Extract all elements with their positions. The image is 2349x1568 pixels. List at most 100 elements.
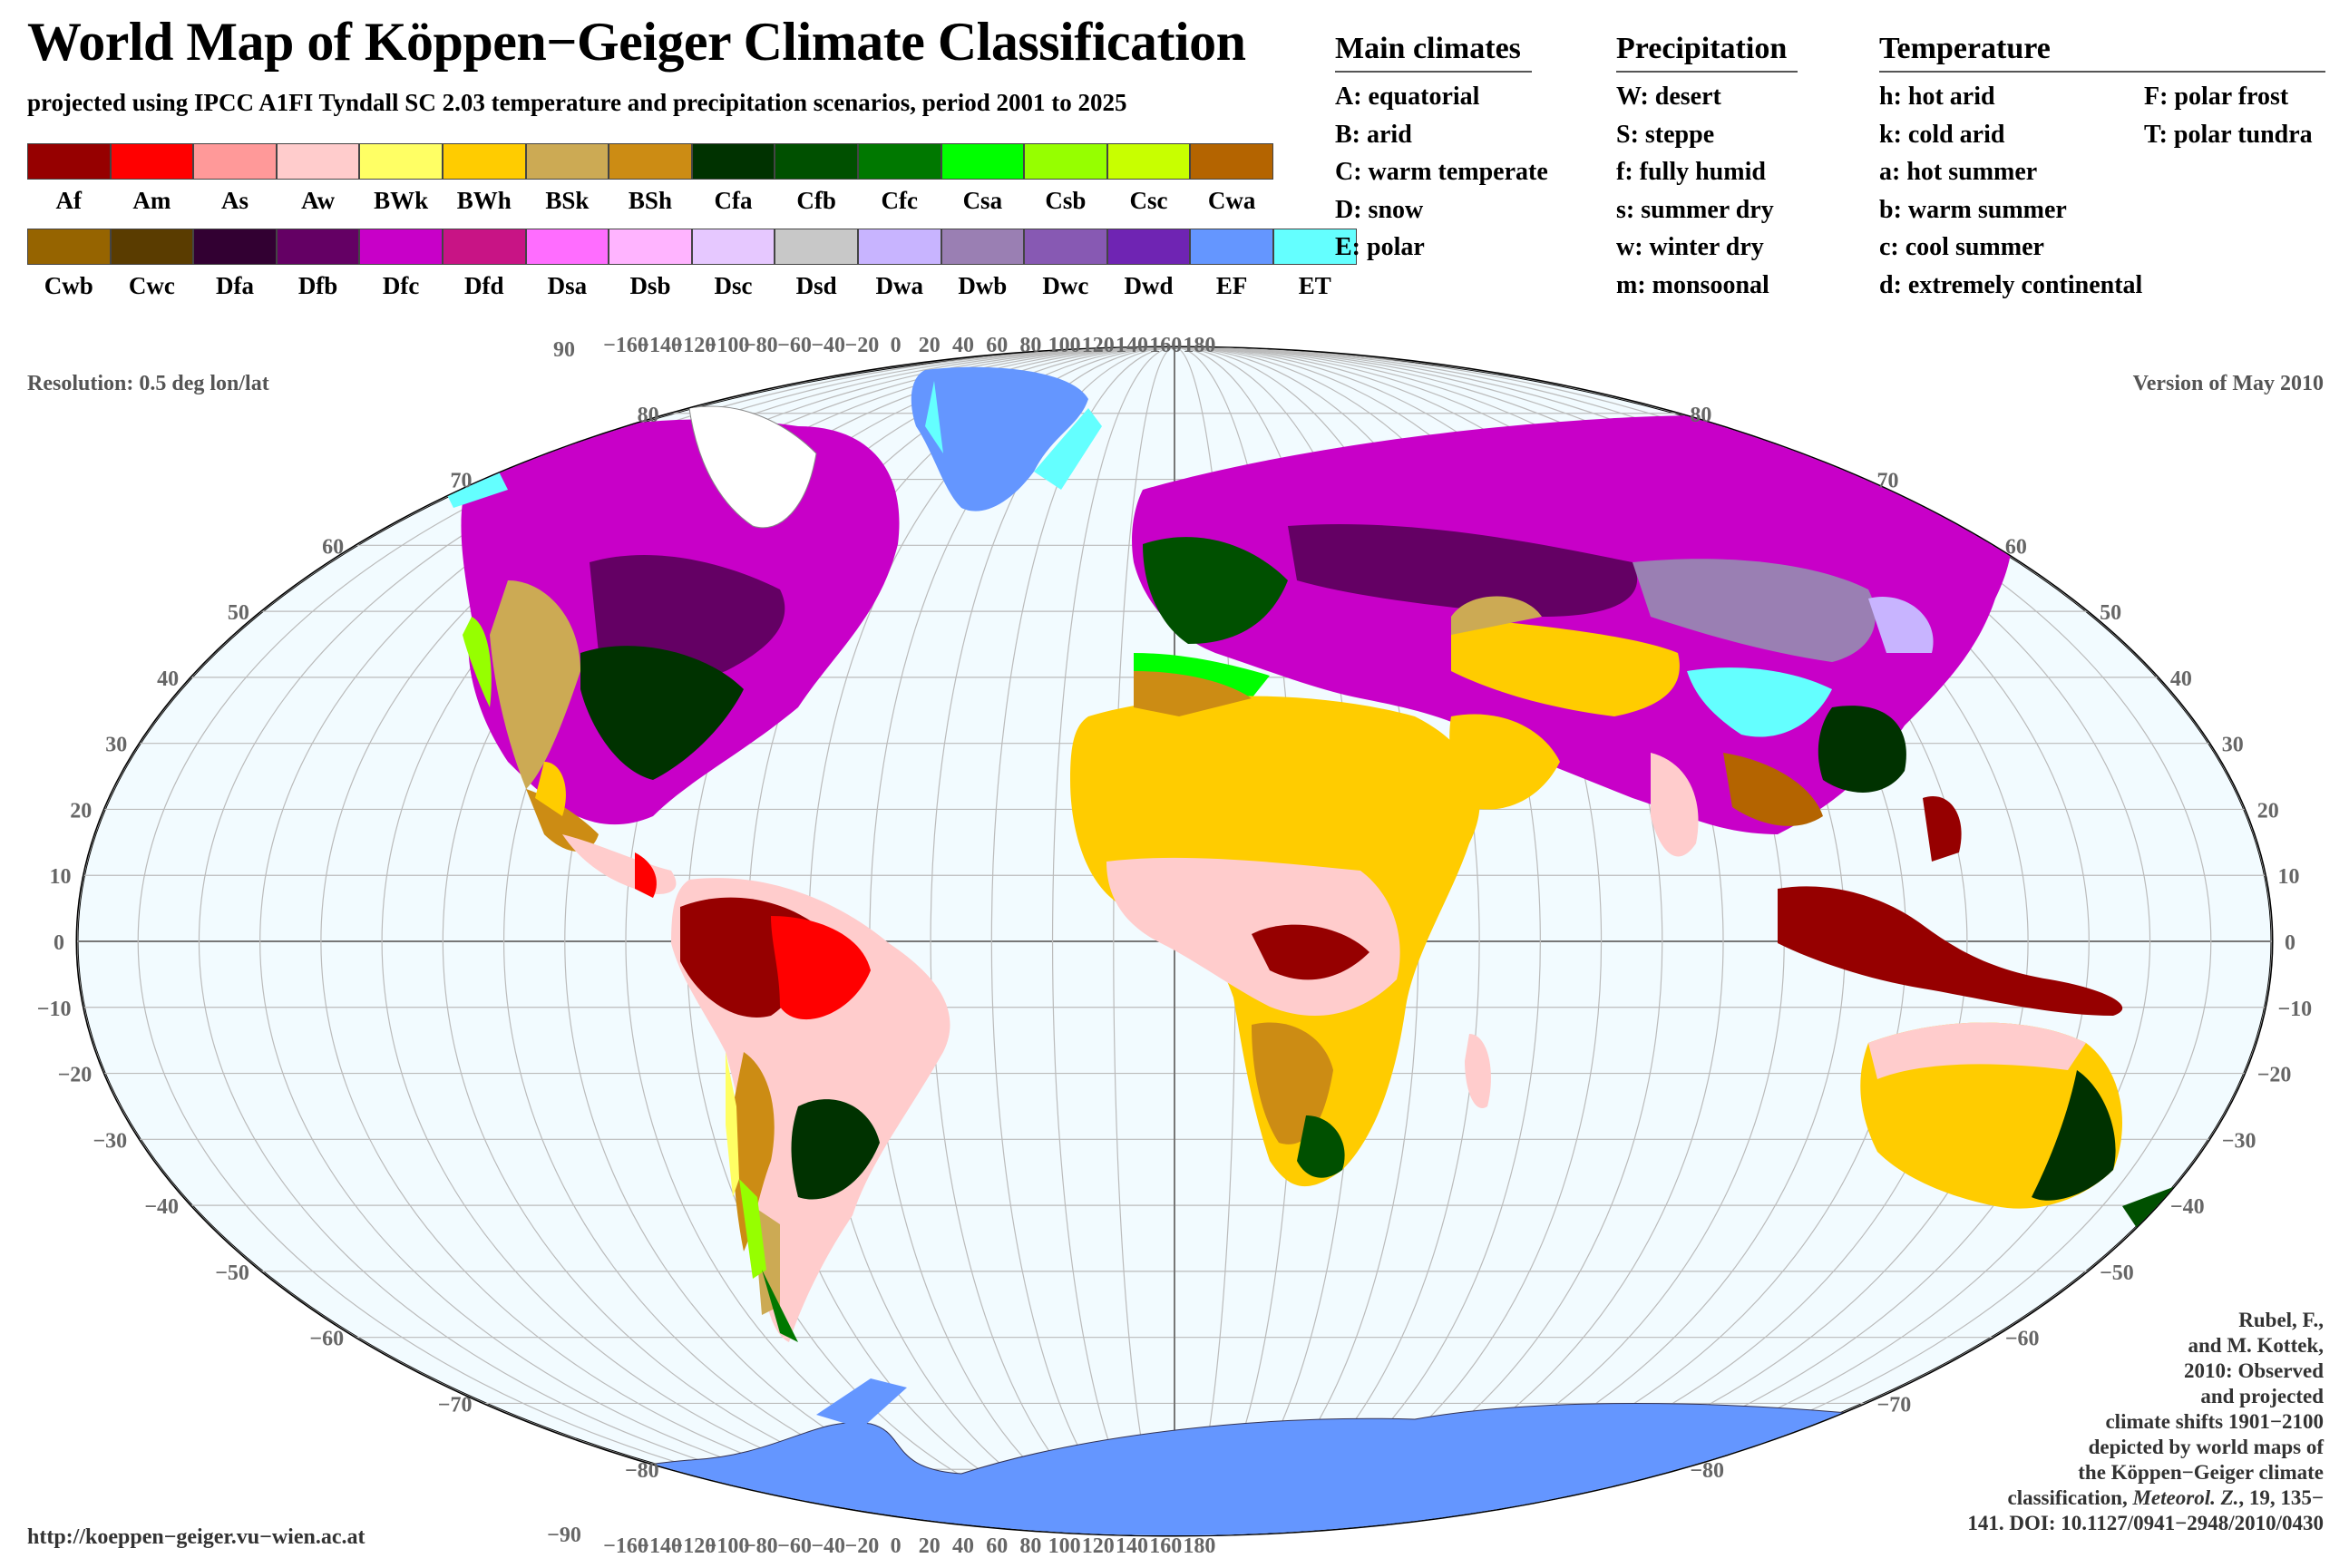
citation-line: and M. Kottek,: [2188, 1334, 2325, 1357]
lat-tick-left: −40: [144, 1195, 179, 1219]
lon-tick-top: −20: [845, 334, 880, 357]
lat-tick-right: −50: [2100, 1261, 2134, 1285]
lat-tick-left: 60: [322, 535, 344, 559]
swatch-label-dfb: Dfb: [297, 272, 338, 299]
lat-tick-right: 80: [1690, 404, 1711, 427]
swatch-dwa: [857, 229, 941, 265]
legend-item: D: snow: [1335, 195, 1424, 224]
swatch-bsh: [609, 143, 692, 180]
lon-tick-bottom: 100: [1048, 1534, 1081, 1558]
swatch-label-dfa: Dfa: [215, 272, 254, 299]
lat-tick-left: −10: [37, 998, 72, 1021]
lon-tick-top: −100: [705, 334, 750, 357]
swatch-cwb: [27, 229, 111, 265]
lon-tick-top: 120: [1082, 334, 1115, 357]
citation-line: climate shifts 1901−2100: [2105, 1410, 2324, 1433]
lat-tick-left: −50: [215, 1261, 249, 1285]
swatch-csc: [1106, 143, 1191, 180]
lon-tick-top: −80: [744, 334, 778, 357]
lat-tick-right: 40: [2170, 667, 2192, 691]
legend-item: h: hot arid: [1879, 83, 1995, 111]
swatch-label-cfc: Cfc: [881, 187, 918, 214]
lat-tick-right: 0: [2285, 931, 2295, 955]
citation-line: depicted by world maps of: [2088, 1436, 2324, 1458]
legend-temperature: Temperature h: hot arid k: cold arid a: ho…: [1879, 31, 2325, 304]
swatch-label-af: Af: [55, 187, 83, 214]
swatch-label-dwc: Dwc: [1042, 272, 1089, 299]
swatch-af: [27, 143, 111, 180]
legend-item: w: winter dry: [1616, 233, 1764, 261]
swatch-cwa: [1190, 143, 1273, 180]
lon-tick-bottom: −80: [744, 1534, 778, 1558]
lat-tick-left: 30: [105, 734, 127, 757]
swatch-dwd: [1106, 229, 1191, 265]
lon-corner-top: 90: [553, 338, 575, 362]
lat-tick-left: 40: [157, 667, 179, 691]
swatch-cwc: [110, 229, 194, 265]
swatch-dwc: [1024, 229, 1107, 265]
swatch-csb: [1024, 143, 1107, 180]
swatch-dsb: [609, 229, 692, 265]
lon-tick-top: −140: [637, 334, 682, 357]
swatch-label-am: Am: [132, 187, 171, 214]
source-url[interactable]: http://koeppen−geiger.vu−wien.ac.at: [27, 1525, 366, 1549]
swatch-dfd: [442, 229, 526, 265]
lon-tick-bottom: −20: [845, 1534, 880, 1558]
lat-tick-left: −20: [58, 1064, 93, 1087]
lon-tick-bottom: 40: [952, 1534, 974, 1558]
lon-tick-bottom: −60: [777, 1534, 812, 1558]
meridian-line: [77, 347, 1175, 1535]
lat-tick-left: −60: [309, 1328, 344, 1351]
swatch-label-cwa: Cwa: [1207, 187, 1256, 214]
legend-item: m: monsoonal: [1616, 270, 1769, 299]
swatch-label-cwb: Cwb: [44, 272, 93, 299]
lon-tick-top: 60: [986, 334, 1008, 357]
citation-line: 2010: Observed: [2184, 1359, 2324, 1382]
legend-item: b: warm summer: [1879, 195, 2067, 224]
legend-item: T: polar tundra: [2144, 120, 2313, 149]
lon-tick-bottom: 60: [986, 1534, 1008, 1558]
legend-swatch-row-1: [27, 143, 1273, 180]
lat-tick-right: −20: [2257, 1064, 2292, 1087]
lon-tick-bottom: −140: [637, 1534, 682, 1558]
region-eurasia: [1132, 415, 2013, 857]
swatch-cfb: [775, 143, 858, 180]
swatch-label-bwh: BWh: [456, 187, 512, 214]
lat-tick-right: 30: [2222, 734, 2244, 757]
lon-tick-top: 40: [952, 334, 974, 357]
lat-tick-right: −80: [1690, 1459, 1724, 1483]
legend-item: F: polar frost: [2144, 83, 2289, 111]
legend-swatch-row-2: [27, 229, 1357, 265]
legend-main-climates: Main climates A: equatorial B: arid C: war…: [1335, 31, 1548, 267]
swatch-aw: [276, 143, 360, 180]
citation: Rubel, F., and M. Kottek, 2010: Observed an…: [1852, 1308, 2324, 1536]
swatch-label-as: As: [220, 187, 249, 214]
swatch-et: [1272, 229, 1357, 265]
lon-tick-top: 0: [891, 334, 902, 357]
swatch-label-cwc: Cwc: [128, 272, 175, 299]
lat-tick-left: −80: [625, 1459, 659, 1483]
lat-tick-right: 10: [2278, 865, 2300, 889]
swatch-label-bsh: BSh: [628, 187, 672, 214]
swatch-csa: [941, 143, 1025, 180]
lon-tick-bottom: 160: [1149, 1534, 1182, 1558]
swatch-label-bsk: BSk: [545, 187, 590, 214]
swatch-label-cfb: Cfb: [796, 187, 836, 214]
lon-tick-top: −120: [671, 334, 716, 357]
swatch-label-csc: Csc: [1129, 187, 1168, 214]
lon-tick-top: 160: [1149, 334, 1182, 357]
citation-line: and projected: [2200, 1385, 2324, 1407]
citation-line: Rubel, F.,: [2238, 1309, 2324, 1331]
swatch-cfa: [691, 143, 775, 180]
legend-item: C: warm temperate: [1335, 158, 1548, 186]
swatch-label-cfa: Cfa: [714, 187, 753, 214]
region-maritime-asia: [1778, 796, 2123, 1016]
lat-tick-right: 70: [1877, 470, 1899, 493]
legend-item: A: equatorial: [1335, 83, 1480, 111]
lat-tick-right: −30: [2222, 1129, 2256, 1153]
lat-tick-left: −30: [93, 1129, 128, 1153]
journal-name: Meteorol. Z.: [2132, 1486, 2239, 1509]
swatch-label-dsd: Dsd: [795, 272, 837, 299]
legend-item: W: desert: [1616, 83, 1721, 111]
swatch-label-ef: EF: [1215, 272, 1248, 299]
